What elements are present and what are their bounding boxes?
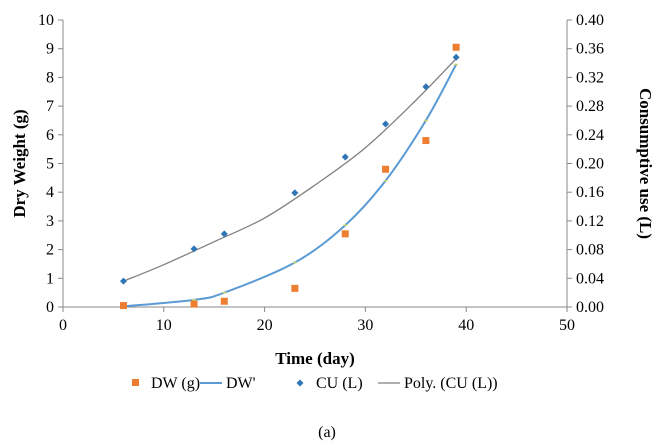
y-right-tick-label: 0.00 [576,299,604,316]
dw-point [382,165,390,173]
y-left-tick-label: 7 [46,98,54,115]
x-tick-label: 0 [59,317,67,334]
tick-labels: 0 10 20 30 40 50 0 1 2 3 4 5 6 7 8 9 10 0.00 0.04 0.08 0.12 0… [38,12,604,334]
x-tick-label: 20 [257,317,273,334]
y-left-tick-label: 0 [46,299,54,316]
y-right-tick-label: 0.04 [576,270,604,287]
y-axis-left-title: Dry Weight (g) [10,109,29,217]
y-right-tick-label: 0.16 [576,184,604,201]
y-left-tick-label: 9 [46,41,54,58]
y-right-tick-label: 0.24 [576,127,604,144]
y-left-tick-label: 1 [46,270,54,287]
y-left-tick-label: 4 [46,184,54,201]
legend-label: Poly. (CU (L)) [404,375,498,392]
y-left-tick-label: 3 [46,213,54,230]
x-tick-label: 10 [156,317,172,334]
y-right-tick-label: 0.36 [576,41,604,58]
x-tick-label: 50 [559,317,575,334]
legend-label: CU (L) [316,375,363,392]
dw-point [341,230,349,238]
legend: DW (g) DW' CU (L) Poly. (CU (L)) [132,375,498,392]
cu-point [119,277,127,285]
x-tick-label: 30 [357,317,373,334]
y-right-tick-label: 0.20 [576,156,604,173]
dw-point [220,297,228,305]
y-left-tick-label: 8 [46,69,54,86]
cu-point [190,245,198,253]
plot-area [119,43,460,310]
dw-point [452,43,460,51]
x-tick-label: 40 [458,317,474,334]
cu-point [220,230,228,238]
legend-marker-dw [132,379,139,386]
dw-point [291,284,299,292]
dw-point [119,302,127,310]
y-left-tick-label: 10 [38,12,54,29]
y-right-tick-label: 0.12 [576,213,604,230]
dw-point [422,137,430,145]
cu-point [382,120,390,128]
y-right-tick-label: 0.08 [576,242,604,259]
legend-label: DW (g) [151,375,200,392]
y-left-tick-label: 2 [46,242,54,259]
y-right-tick-label: 0.28 [576,98,604,115]
axes [58,19,572,312]
y-left-tick-label: 6 [46,127,54,144]
y-axis-right-title: Consumptive use (L) [636,88,654,239]
figure-caption: (a) [318,424,336,441]
series-line-3 [123,58,457,282]
series-line-1 [123,64,457,308]
cu-point [341,153,349,161]
y-left-tick-label: 5 [46,156,54,173]
x-axis-title: Time (day) [275,349,355,368]
legend-label: DW' [226,375,256,392]
y-right-tick-label: 0.32 [576,69,604,86]
y-right-tick-label: 0.40 [576,12,604,29]
legend-marker-cu [296,379,304,387]
cu-point [422,83,430,91]
cu-point [291,189,299,197]
cu-point [452,53,460,61]
dw-point [190,300,198,308]
